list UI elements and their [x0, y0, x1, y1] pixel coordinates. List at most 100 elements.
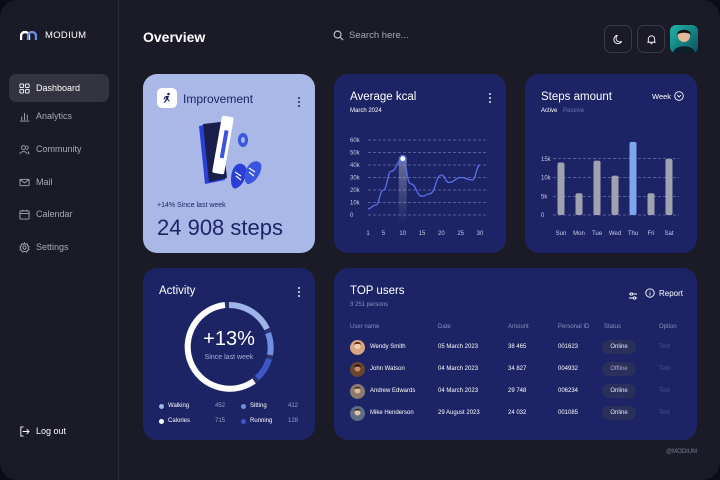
kcal-line	[367, 158, 481, 210]
sidebar-item-analytics[interactable]: Analytics	[9, 102, 109, 130]
steps-bar	[593, 160, 601, 215]
improvement-since: +14% Since last week	[157, 202, 226, 209]
kcal-x-tick: 30	[477, 231, 484, 237]
user-amount: 34 827	[508, 366, 527, 372]
table-header: User name Date Amount Personal ID Status…	[350, 318, 690, 338]
user-date: 05 March 2023	[438, 344, 479, 350]
kcal-x-tick: 5	[382, 231, 386, 237]
steps-y-tick: 10k	[541, 176, 552, 182]
table-row[interactable]: John Watson 04 March 2023 34 827 004932 …	[350, 360, 690, 380]
bell-icon	[646, 34, 656, 44]
legend-label: Running	[250, 418, 273, 424]
legend-running: Running	[241, 418, 272, 424]
steps-bar	[611, 175, 619, 215]
sidebar-item-settings[interactable]: Settings	[9, 233, 109, 261]
column-header[interactable]: Personal ID	[558, 324, 590, 330]
sidebar-item-label: Dashboard	[36, 83, 81, 93]
legend-dot	[159, 418, 164, 424]
sidebar-item-mail[interactable]: Mail	[9, 168, 109, 196]
activity-percent: +13%	[203, 328, 255, 350]
logout-button[interactable]: Log out	[9, 417, 109, 445]
steps-x-tick: Tue	[592, 231, 603, 237]
legend-label: Calories	[168, 418, 191, 424]
activity-menu-icon[interactable]	[298, 287, 301, 298]
table-row[interactable]: Andrew Edwards 04 March 2023 29 748 0062…	[350, 382, 690, 402]
column-header[interactable]: Amount	[508, 324, 529, 330]
option-link[interactable]: Text	[659, 366, 671, 372]
legend-dot	[159, 403, 164, 409]
user-name: John Watson	[370, 366, 405, 372]
activity-title: Activity	[159, 285, 196, 297]
donut-segment-calories	[184, 302, 256, 392]
moon-icon	[612, 34, 622, 44]
logo[interactable]: MODIUM	[20, 30, 86, 41]
kcal-x-tick: 1	[366, 231, 370, 237]
legend-dot	[241, 403, 246, 409]
status-badge: Online	[602, 384, 636, 398]
steps-bar	[647, 193, 655, 215]
sidebar-item-dashboard[interactable]: Dashboard	[9, 74, 109, 102]
logo-icon	[20, 30, 37, 40]
kcal-x-tick: 20	[438, 231, 445, 237]
steps-period-select[interactable]: Week	[652, 91, 684, 101]
report-label: Report	[659, 288, 684, 298]
search-placeholder: Search here...	[349, 30, 409, 41]
activity-since: Since last week	[204, 354, 254, 361]
improvement-title: Improvement	[183, 92, 254, 106]
fitness-illustration	[199, 115, 262, 189]
logo-text: MODIUM	[45, 30, 87, 41]
theme-toggle-button[interactable]	[604, 25, 632, 53]
column-header[interactable]: Date	[438, 324, 451, 330]
kcal-x-tick: 25	[457, 231, 464, 237]
steps-bar	[629, 141, 637, 215]
mail-icon	[19, 178, 30, 186]
steps-y-tick: 0	[541, 213, 545, 219]
page-title: Overview	[143, 29, 206, 45]
legend-label: Walking	[168, 403, 190, 409]
user-name: Mike Henderson	[370, 410, 414, 416]
steps-x-tick: Sat	[664, 231, 673, 237]
status-badge: Offline	[602, 362, 636, 376]
steps-x-tick: Wed	[609, 231, 621, 237]
steps-passive-tab[interactable]: Passive	[563, 108, 585, 114]
improvement-card: Improvement +14% Since last week 24 908 …	[143, 74, 315, 253]
search-input[interactable]: Search here...	[333, 30, 409, 41]
table-row[interactable]: Wendy Smith 05 March 2023 38 465 001623 …	[350, 338, 690, 358]
avatar	[350, 384, 365, 399]
steps-x-tick: Sun	[556, 231, 567, 237]
sidebar-item-calendar[interactable]: Calendar	[9, 200, 109, 228]
steps-active-tab[interactable]: Active	[541, 108, 558, 114]
avatar	[350, 362, 365, 377]
notifications-button[interactable]	[637, 25, 665, 53]
logout-label: Log out	[36, 426, 67, 436]
user-amount: 29 748	[508, 388, 527, 394]
kcal-menu-icon[interactable]	[489, 93, 492, 104]
legend-value: 412	[288, 403, 299, 409]
steps-card: Steps amount Active Passive Week 0 5k 10k 1…	[525, 74, 697, 253]
top-users-subtitle: 3 251 persons	[350, 302, 389, 308]
user-avatar[interactable]	[670, 25, 698, 53]
column-header[interactable]: User name	[350, 324, 380, 330]
option-link[interactable]: Text	[659, 410, 671, 416]
option-link[interactable]: Text	[659, 388, 671, 394]
user-amount: 38 465	[508, 344, 527, 350]
column-header[interactable]: Status	[604, 324, 622, 330]
table-row[interactable]: Mike Henderson 29 August 2023 24 032 001…	[350, 404, 690, 424]
sidebar-item-label: Calendar	[36, 209, 73, 219]
user-name: Wendy Smith	[370, 344, 406, 350]
option-link[interactable]: Text	[659, 344, 671, 350]
kcal-y-tick: 40k	[350, 163, 361, 169]
improvement-menu-icon[interactable]	[298, 97, 301, 108]
status-badge: Online	[602, 340, 636, 354]
sidebar-item-community[interactable]: Community	[9, 135, 109, 163]
column-header[interactable]: Option	[659, 324, 677, 330]
legend-label: Sitting	[250, 403, 267, 409]
user-name: Andrew Edwards	[370, 388, 416, 394]
kcal-y-tick: 60k	[350, 138, 361, 144]
filter-button[interactable]	[628, 288, 638, 306]
report-button[interactable]: Report	[645, 288, 683, 298]
sidebar-item-label: Settings	[36, 242, 69, 252]
steps-bar	[575, 193, 583, 215]
